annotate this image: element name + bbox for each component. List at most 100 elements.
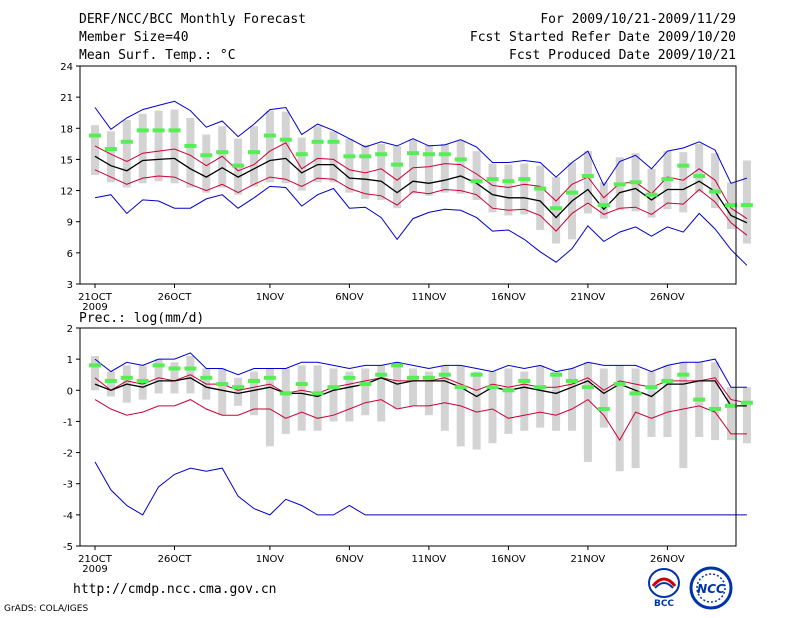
temp-ytick-label: 6 bbox=[67, 249, 73, 260]
prec-range-box bbox=[393, 362, 402, 409]
prec-marker bbox=[438, 372, 451, 377]
prec-ytick-label: 0 bbox=[67, 386, 73, 397]
temp-marker bbox=[693, 174, 706, 179]
temp-marker bbox=[136, 128, 149, 133]
prec-ytick-label: -5 bbox=[63, 542, 73, 553]
prec-marker bbox=[518, 378, 531, 383]
temp-range-box bbox=[583, 151, 592, 214]
prec-marker bbox=[454, 385, 467, 390]
temp-ytick-label: 15 bbox=[60, 155, 73, 166]
prec-ytick-label: 2 bbox=[67, 324, 73, 335]
prec-range-box bbox=[250, 371, 258, 416]
temp-range-box bbox=[297, 137, 306, 191]
prec-marker bbox=[581, 385, 594, 390]
temp-range-box bbox=[186, 117, 195, 188]
prec-min-line bbox=[94, 461, 747, 516]
prec-marker bbox=[534, 385, 547, 390]
temp-marker bbox=[661, 177, 674, 182]
temp-range-box bbox=[377, 143, 386, 200]
temp-range-box bbox=[106, 131, 115, 183]
prec-marker bbox=[391, 363, 404, 368]
prec-range-box bbox=[313, 365, 322, 431]
temp-range-box bbox=[472, 151, 481, 200]
temp-xtick-label: 26OCT bbox=[158, 292, 193, 303]
temp-ytick-label: 9 bbox=[67, 218, 73, 229]
temp-marker bbox=[534, 186, 547, 191]
prec-range-box bbox=[568, 368, 576, 431]
prec-range-box bbox=[234, 377, 243, 406]
prec-marker bbox=[677, 372, 690, 377]
prec-ytick-label: 1 bbox=[67, 355, 73, 366]
temp-range-box bbox=[520, 163, 529, 215]
prec-range-box bbox=[599, 368, 608, 428]
prec-range-box bbox=[91, 356, 99, 391]
temp-marker bbox=[248, 150, 260, 155]
temp-xtick-label: 16NOV bbox=[491, 292, 526, 303]
prec-range-box bbox=[409, 368, 417, 406]
prec-range-box bbox=[742, 387, 751, 444]
prec-marker bbox=[740, 400, 753, 405]
temp-marker bbox=[597, 203, 610, 208]
prec-marker bbox=[152, 363, 165, 368]
prec-ytick-label: -2 bbox=[63, 449, 73, 460]
temp-marker bbox=[486, 177, 499, 182]
prec-marker bbox=[470, 372, 483, 377]
temp-range-box bbox=[313, 126, 322, 183]
prec-range-box bbox=[583, 362, 592, 462]
prec-range-box bbox=[536, 365, 545, 428]
temp-xtick-label: 11NOV bbox=[412, 292, 447, 303]
prec-marker bbox=[502, 388, 515, 393]
prec-marker bbox=[661, 378, 674, 383]
temp-range-box bbox=[504, 164, 513, 216]
grads-credit: GrADS: COLA/IGES bbox=[4, 604, 89, 614]
temp-mean-line bbox=[94, 155, 748, 224]
source-url[interactable]: http://cmdp.ncc.cma.gov.cn bbox=[73, 582, 277, 597]
ncc-logo: NCC bbox=[689, 566, 733, 610]
prec-marker bbox=[629, 391, 642, 396]
temp-range-box bbox=[409, 139, 417, 194]
prec-marker bbox=[327, 385, 340, 390]
temp-lower-line bbox=[94, 169, 748, 236]
ncc-logo-text: NCC bbox=[697, 582, 725, 596]
temp-range-box bbox=[742, 160, 751, 244]
temp-marker bbox=[263, 133, 276, 138]
prec-marker bbox=[184, 366, 197, 371]
temp-xtick-label: 6NOV bbox=[335, 292, 364, 303]
temp-marker bbox=[295, 152, 308, 157]
prec-marker bbox=[200, 375, 213, 380]
prec-range-box bbox=[440, 365, 449, 431]
prec-range-box bbox=[504, 368, 513, 434]
prec-marker bbox=[550, 372, 563, 377]
prec-range-box bbox=[647, 371, 656, 437]
prec-range-box bbox=[663, 365, 672, 437]
temp-marker bbox=[327, 139, 340, 144]
prec-xtick-label: 1NOV bbox=[256, 554, 285, 565]
temp-range-box bbox=[456, 140, 465, 194]
temp-marker bbox=[581, 174, 594, 179]
prec-max-line bbox=[94, 352, 747, 388]
temp-marker bbox=[422, 152, 435, 157]
temp-marker bbox=[677, 163, 690, 168]
prec-marker bbox=[263, 375, 276, 380]
temp-marker bbox=[518, 177, 531, 182]
temp-marker bbox=[470, 179, 483, 184]
temp-marker bbox=[566, 190, 578, 195]
temp-marker bbox=[216, 150, 229, 155]
temp-range-box bbox=[170, 109, 179, 184]
temp-marker bbox=[89, 133, 101, 138]
temp-frame bbox=[79, 65, 737, 285]
prec-marker bbox=[725, 403, 737, 408]
temp-xtick-label: 21OCT bbox=[78, 292, 113, 303]
temp-xtick-label: 21NOV bbox=[571, 292, 606, 303]
prec-marker bbox=[645, 385, 658, 390]
temp-marker bbox=[629, 180, 642, 185]
prec-ytick-label: -4 bbox=[63, 511, 73, 522]
prec-marker bbox=[597, 406, 610, 411]
prec-marker bbox=[422, 375, 435, 380]
temp-marker bbox=[438, 152, 451, 157]
temp-max-line bbox=[94, 100, 748, 187]
temp-range-box bbox=[361, 144, 370, 199]
chart-title: DERF/NCC/BCC Monthly Forecast bbox=[79, 12, 306, 27]
temp-range-box bbox=[424, 144, 433, 196]
